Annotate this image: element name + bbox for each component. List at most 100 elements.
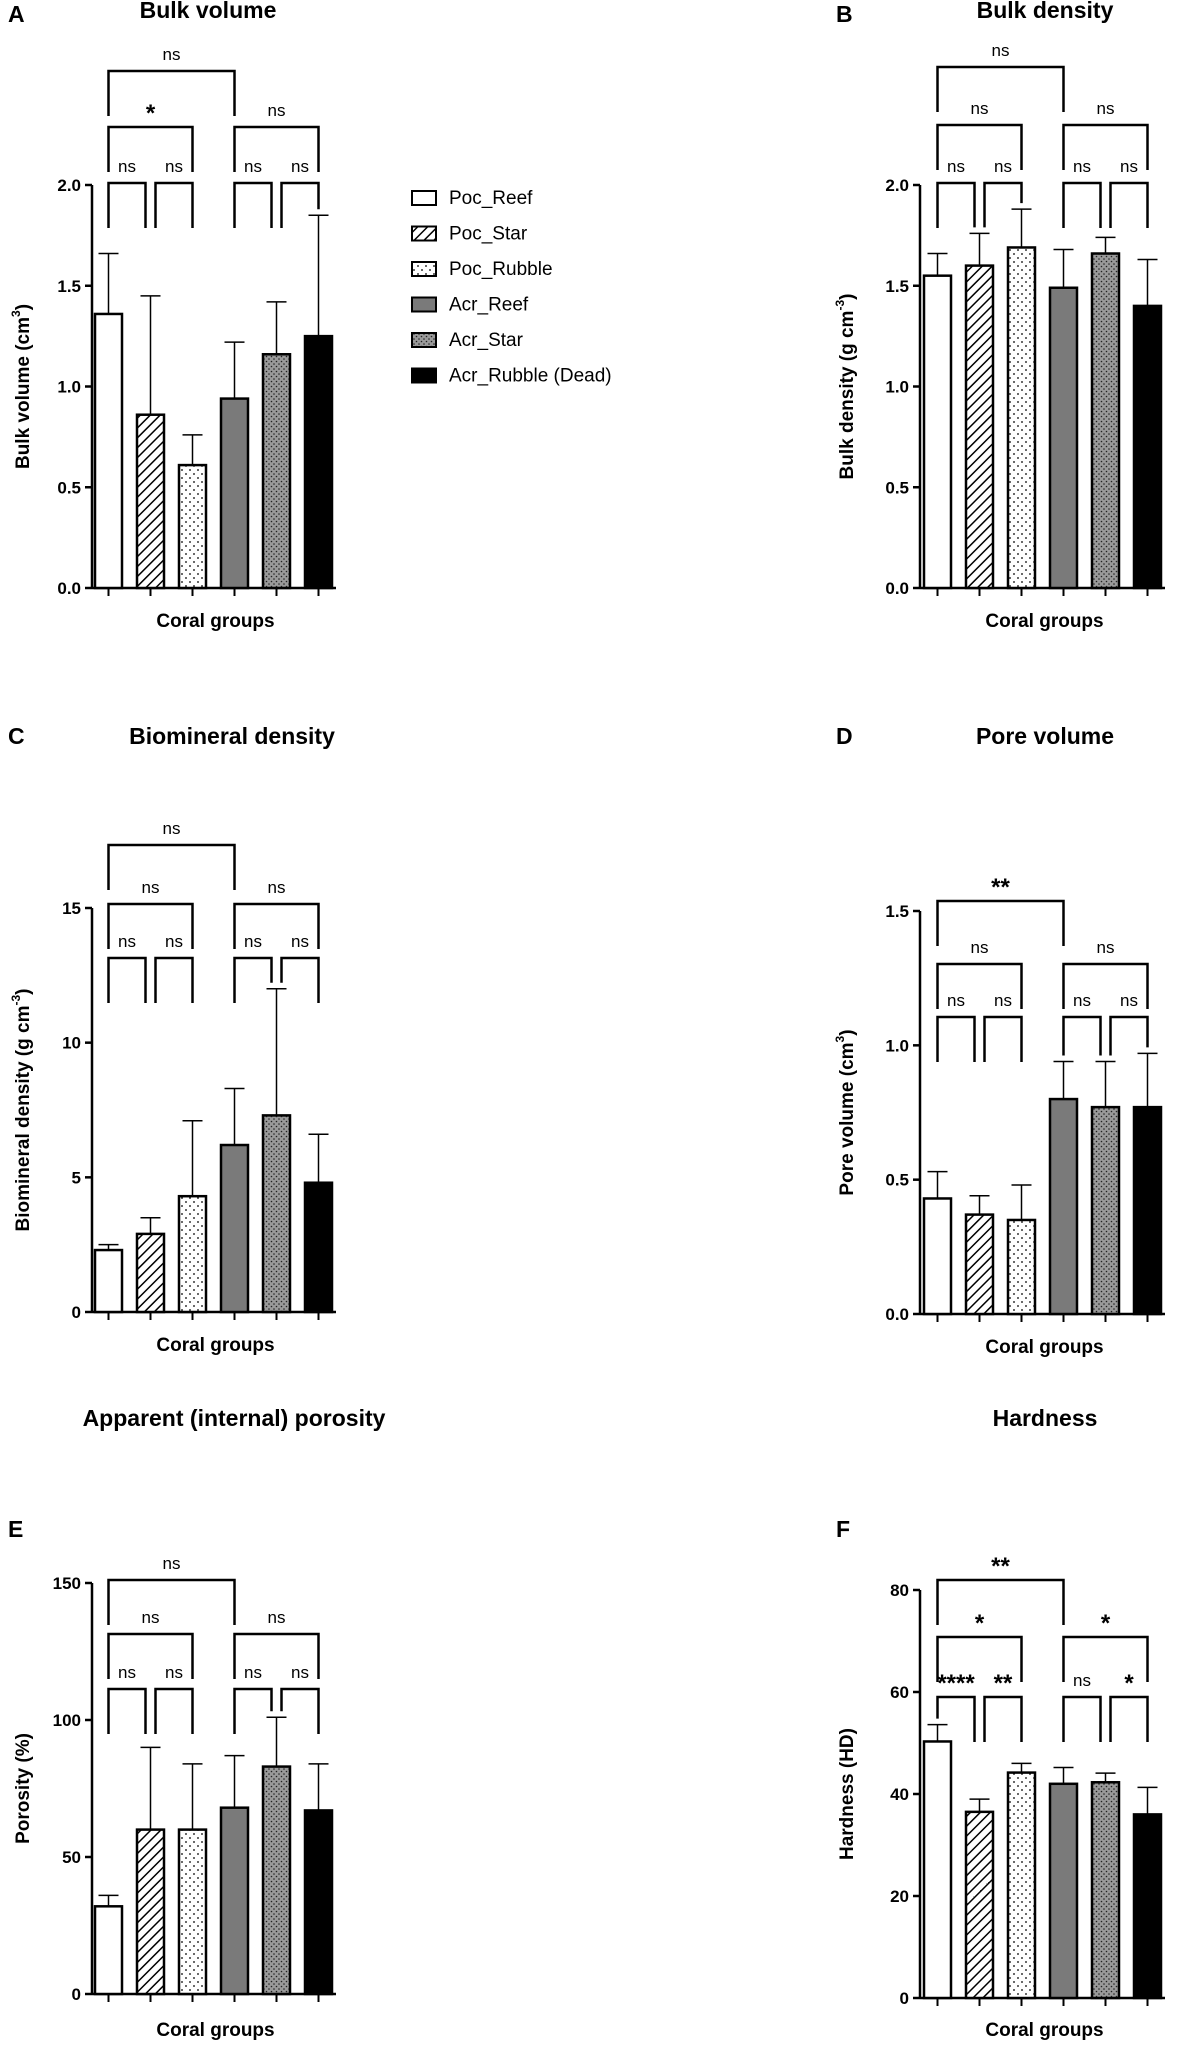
significance-label: ns	[1097, 99, 1115, 118]
y-tick-label: 0.0	[885, 1305, 909, 1324]
significance-bracket	[233, 1687, 273, 1734]
y-axis-label-tail: )	[837, 1029, 858, 1035]
y-tick-label: 0.5	[885, 478, 909, 497]
y-tick-label: 80	[890, 1581, 909, 1600]
significance-bracket	[233, 902, 320, 949]
significance-bracket	[233, 956, 273, 1003]
y-axis-label-main: Bulk density (g cm	[837, 311, 858, 480]
bar-poc-reef	[922, 1740, 953, 2000]
chart-title: Bulk density	[977, 0, 1114, 23]
significance-bracket	[936, 899, 1065, 946]
bar-acr-reef	[219, 1806, 250, 1996]
significance-bracket	[1109, 1015, 1149, 1056]
y-tick-label: 10	[62, 1034, 81, 1053]
significance-label: ns	[994, 157, 1012, 176]
bar-acr-reef	[1048, 1782, 1079, 2000]
y-tick-label: 1.5	[885, 902, 909, 921]
significance-bracket	[1062, 1015, 1102, 1056]
significance-label: ns	[244, 1663, 262, 1682]
significance-bracket	[936, 1635, 1023, 1682]
significance-bracket	[107, 69, 236, 116]
significance-bracket	[1109, 181, 1149, 228]
legend-swatch	[411, 332, 437, 348]
bar-poc-star	[964, 1810, 995, 2000]
chart-title: Apparent (internal) porosity	[83, 1405, 386, 1431]
significance-label: ns	[268, 1608, 286, 1627]
significance-bracket	[936, 962, 1023, 1009]
significance-bracket	[1062, 181, 1102, 228]
bar-acr-rubble-dead	[303, 1181, 334, 1314]
panel-d: D Pore volume 0.0 0.5 1.0 1.5 Pore volume (cm3…	[833, 723, 1165, 1358]
significance-label: ns	[163, 819, 181, 838]
significance-label: *	[1101, 1610, 1111, 1637]
significance-label: ns	[1073, 1671, 1091, 1690]
bar-poc-star	[135, 1232, 166, 1314]
bar-poc-rubble	[177, 463, 208, 590]
legend: Poc_Reef Poc_Star Poc_Rubble Acr_Reef Acr_St…	[411, 188, 612, 387]
x-axis-label: Coral groups	[156, 2020, 274, 2041]
legend-entry-label: Poc_Reef	[449, 188, 533, 209]
y-axis-label-superscript: -3	[833, 300, 847, 311]
y-axis-label: Pore volume (cm3)	[833, 1029, 858, 1195]
significance-label: ns	[163, 1554, 181, 1573]
significance-bracket	[107, 1632, 194, 1679]
legend-swatch	[411, 225, 437, 242]
significance-bracket	[107, 181, 147, 228]
significance-bracket	[233, 1632, 320, 1679]
significance-label: **	[991, 1553, 1010, 1580]
significance-label: ns	[291, 932, 309, 951]
significance-bracket	[936, 1695, 976, 1742]
y-axis-label-superscript: 3	[9, 310, 23, 317]
bar-acr-star	[261, 353, 292, 590]
y-tick-label: 0	[72, 1985, 81, 2004]
bar-acr-rubble-dead	[1132, 1813, 1163, 2000]
chart-title: Bulk volume	[140, 0, 277, 23]
y-axis-label-tail: )	[13, 304, 34, 310]
significance-label: ns	[947, 157, 965, 176]
y-tick-label: 15	[62, 899, 81, 918]
significance-bracket	[107, 902, 194, 949]
significance-label: ns	[118, 1663, 136, 1682]
bar-poc-reef	[93, 1905, 124, 1996]
y-axis-label-tail: )	[13, 989, 34, 995]
bar-poc-star	[964, 1213, 995, 1316]
legend-entry-label: Acr_Rubble (Dead)	[449, 366, 612, 387]
bar-acr-rubble-dead	[1132, 1105, 1163, 1316]
significance-bracket	[936, 1578, 1065, 1625]
bar-poc-rubble	[1006, 1218, 1037, 1316]
bar-acr-star	[1090, 1105, 1121, 1316]
bar-poc-reef	[93, 1248, 124, 1314]
significance-label: ****	[937, 1670, 975, 1697]
panel-f: F Hardness 0 20 40 60 80 Hardness (HD) Coral gro…	[836, 1405, 1165, 2041]
y-tick-label: 5	[72, 1168, 81, 1187]
bar-acr-reef	[1048, 286, 1079, 590]
significance-label: *	[1124, 1670, 1134, 1697]
significance-bracket	[1062, 962, 1149, 1009]
significance-label: ns	[165, 157, 183, 176]
significance-bracket	[1062, 123, 1149, 170]
bar-acr-star	[1090, 1781, 1121, 2000]
bar-poc-reef	[922, 1197, 953, 1316]
significance-bracket	[107, 125, 194, 172]
bar-poc-reef	[922, 274, 953, 590]
y-axis-label: Porosity (%)	[13, 1733, 34, 1844]
legend-entry-label: Poc_Rubble	[449, 259, 553, 280]
panel-letter: B	[836, 1, 853, 27]
y-axis-label-tail: )	[837, 294, 858, 300]
y-axis-label: Biomineral density (g cm-3)	[9, 989, 34, 1232]
bar-acr-rubble-dead	[303, 1809, 334, 1996]
significance-bracket	[280, 181, 320, 228]
significance-label: ns	[992, 41, 1010, 60]
significance-label: ns	[971, 99, 989, 118]
legend-swatch	[411, 261, 437, 277]
significance-bracket	[936, 1015, 976, 1062]
significance-bracket	[936, 123, 1023, 170]
significance-label: ns	[268, 101, 286, 120]
bar-poc-rubble	[1006, 1771, 1037, 2000]
significance-label: ns	[118, 932, 136, 951]
significance-label: **	[994, 1670, 1013, 1697]
x-axis-label: Coral groups	[156, 1335, 274, 1356]
bar-acr-reef	[219, 1143, 250, 1314]
y-axis-label-main: Hardness (HD)	[837, 1728, 858, 1860]
